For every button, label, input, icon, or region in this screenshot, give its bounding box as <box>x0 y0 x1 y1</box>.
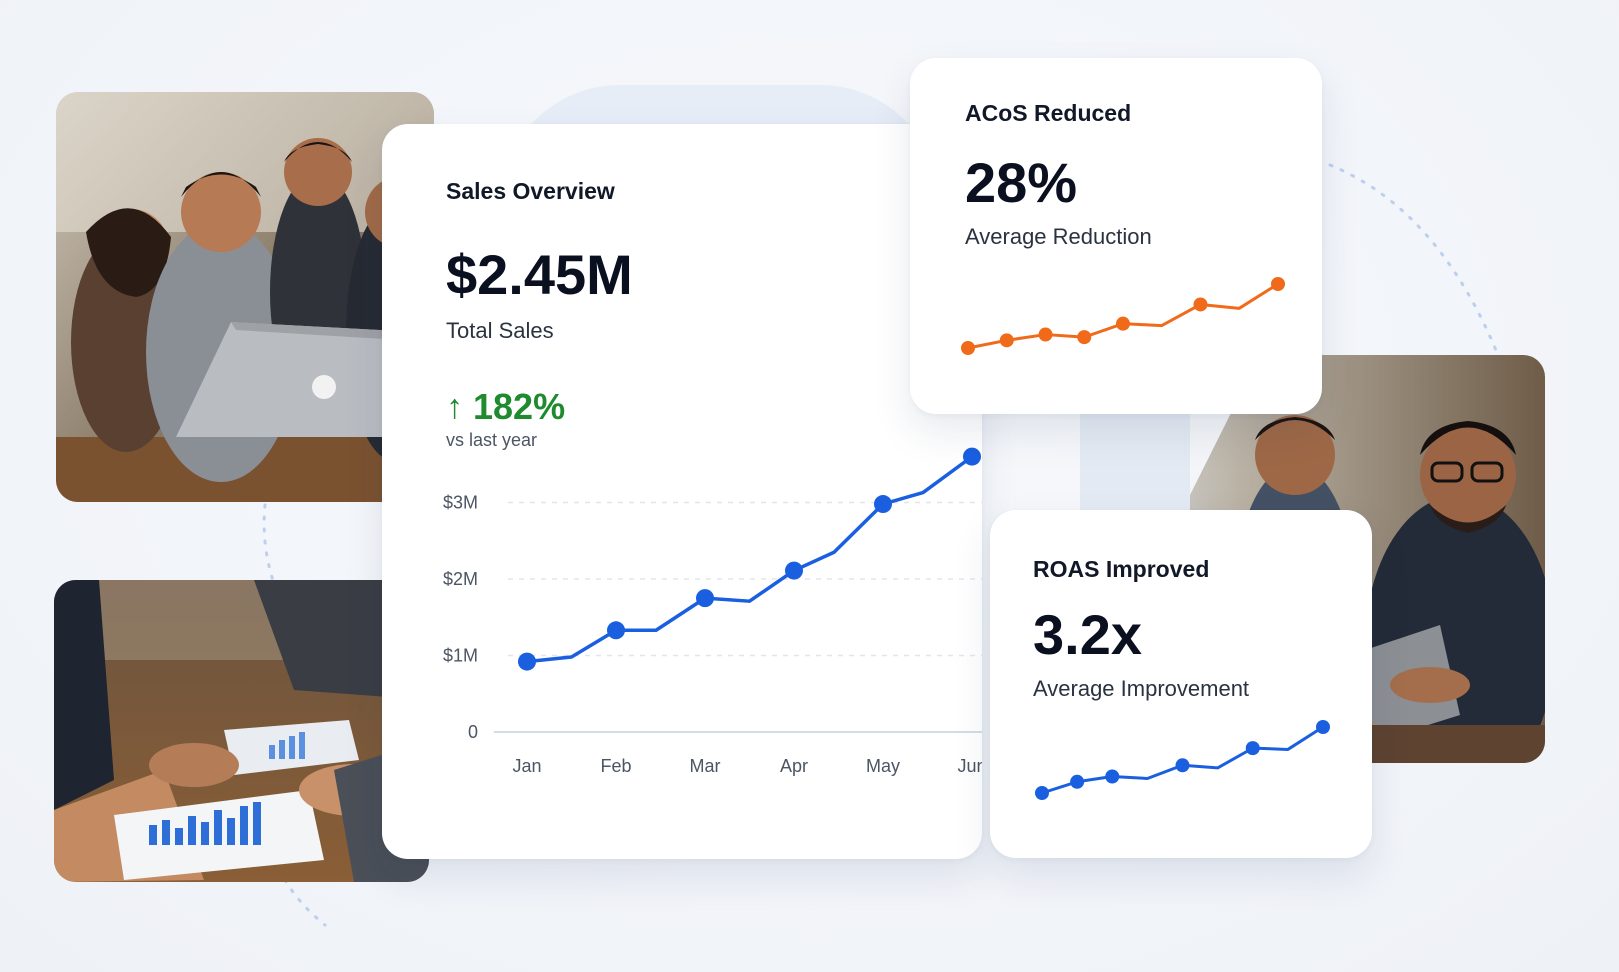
acos-data-point <box>1271 277 1285 291</box>
roas-data-point <box>1245 741 1260 756</box>
acos-data-point <box>1077 330 1092 345</box>
sales-overview-card: Sales Overview $2.45M Total Sales ↑ 182%… <box>382 124 982 859</box>
growth-value: 182% <box>473 386 566 427</box>
acos-card: ACoS Reduced 28% Average Reduction <box>910 58 1322 414</box>
sales-data-point <box>518 652 536 671</box>
growth-indicator: ↑ 182% <box>446 386 565 428</box>
sales-line-chart: 0 $1M $2M $3M Jan Feb Mar Apr May Jun <box>443 447 982 776</box>
roas-data-point <box>1035 786 1049 800</box>
y-tick-label: 0 <box>468 722 478 742</box>
roas-data-point <box>1105 769 1120 784</box>
chart-gridlines <box>508 501 982 657</box>
total-sales-label: Total Sales <box>446 318 554 343</box>
x-tick-label: Jan <box>512 756 541 776</box>
acos-data-point <box>999 333 1014 348</box>
y-tick-label: $2M <box>443 569 478 589</box>
acos-data-point <box>1038 327 1053 342</box>
y-tick-label: $3M <box>443 493 478 513</box>
acos-value: 28% <box>965 151 1078 214</box>
y-tick-label: $1M <box>443 646 478 666</box>
x-tick-label: Mar <box>690 756 721 776</box>
sales-data-point <box>785 561 803 580</box>
sales-data-point <box>874 495 892 514</box>
photo-team-laptop <box>56 92 434 502</box>
acos-data-point <box>1116 316 1130 331</box>
acos-data-point <box>961 341 975 355</box>
x-tick-label: Feb <box>600 756 631 776</box>
roas-data-point <box>1316 720 1330 734</box>
sales-data-point <box>696 589 714 608</box>
acos-label: Average Reduction <box>965 224 1152 249</box>
roas-title: ROAS Improved <box>1033 556 1210 582</box>
acos-series-line <box>967 282 1279 350</box>
roas-data-point <box>1175 758 1190 773</box>
roas-label: Average Improvement <box>1033 676 1250 701</box>
sales-series-line <box>525 454 974 664</box>
sales-overview-title: Sales Overview <box>446 178 615 204</box>
sales-data-point <box>607 621 625 640</box>
acos-sparkline <box>961 277 1285 355</box>
x-tick-label: Jun <box>957 756 982 776</box>
acos-data-point <box>1193 297 1208 312</box>
roas-card: ROAS Improved 3.2x Average Improvement <box>990 510 1372 858</box>
comparison-label: vs last year <box>446 430 538 450</box>
acos-title: ACoS Reduced <box>965 100 1132 126</box>
arrow-up-icon: ↑ <box>446 388 463 426</box>
roas-value: 3.2x <box>1033 603 1142 666</box>
total-sales-value: $2.45M <box>446 243 633 306</box>
sales-data-point <box>963 447 981 466</box>
x-tick-label: Apr <box>780 756 808 776</box>
photo-reports-meeting <box>54 580 429 882</box>
roas-sparkline <box>1035 720 1330 800</box>
x-tick-label: May <box>866 756 900 776</box>
roas-data-point <box>1070 774 1085 789</box>
